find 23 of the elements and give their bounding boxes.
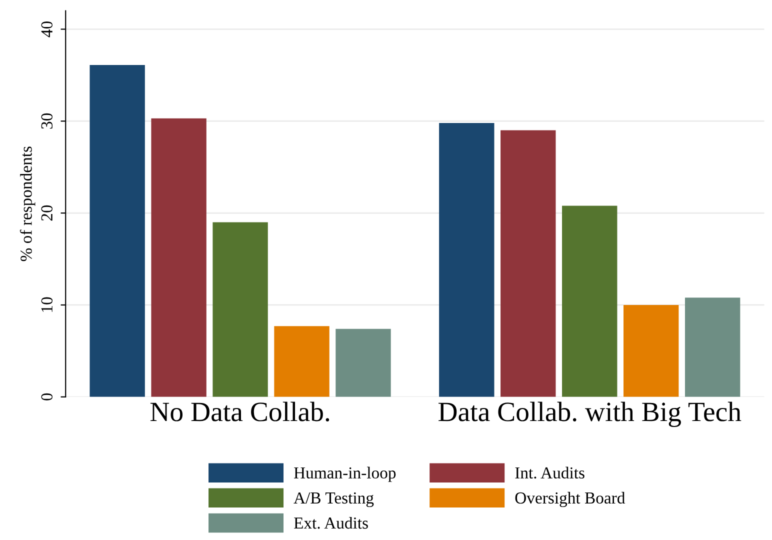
- legend-label: A/B Testing: [294, 492, 374, 508]
- bar: [684, 298, 740, 397]
- bar: [336, 328, 391, 397]
- bar: [500, 130, 556, 397]
- bar: [151, 118, 206, 397]
- bar: [274, 326, 330, 397]
- y-tick-label: 10: [41, 297, 53, 312]
- y-axis-title: % of respondents: [20, 146, 36, 262]
- y-tick-label: 0: [41, 393, 53, 400]
- legend-label: Int. Audits: [515, 466, 584, 479]
- y-tick-label: 40: [41, 21, 53, 38]
- legend-label: Human-in-loop: [294, 466, 396, 482]
- y-tick-label: 30: [41, 113, 53, 129]
- x-tick-label: No Data Collab.: [150, 402, 330, 422]
- legend-label: Oversight Board: [515, 492, 626, 508]
- bar: [624, 304, 679, 397]
- bar: [439, 122, 494, 397]
- x-tick-label: Data Collab. with Big Tech: [438, 402, 742, 428]
- y-tick-label: 20: [41, 205, 53, 221]
- bar: [212, 222, 268, 397]
- bar: [90, 65, 145, 397]
- legend-label: Ext. Audits: [294, 516, 368, 529]
- bar: [562, 206, 618, 397]
